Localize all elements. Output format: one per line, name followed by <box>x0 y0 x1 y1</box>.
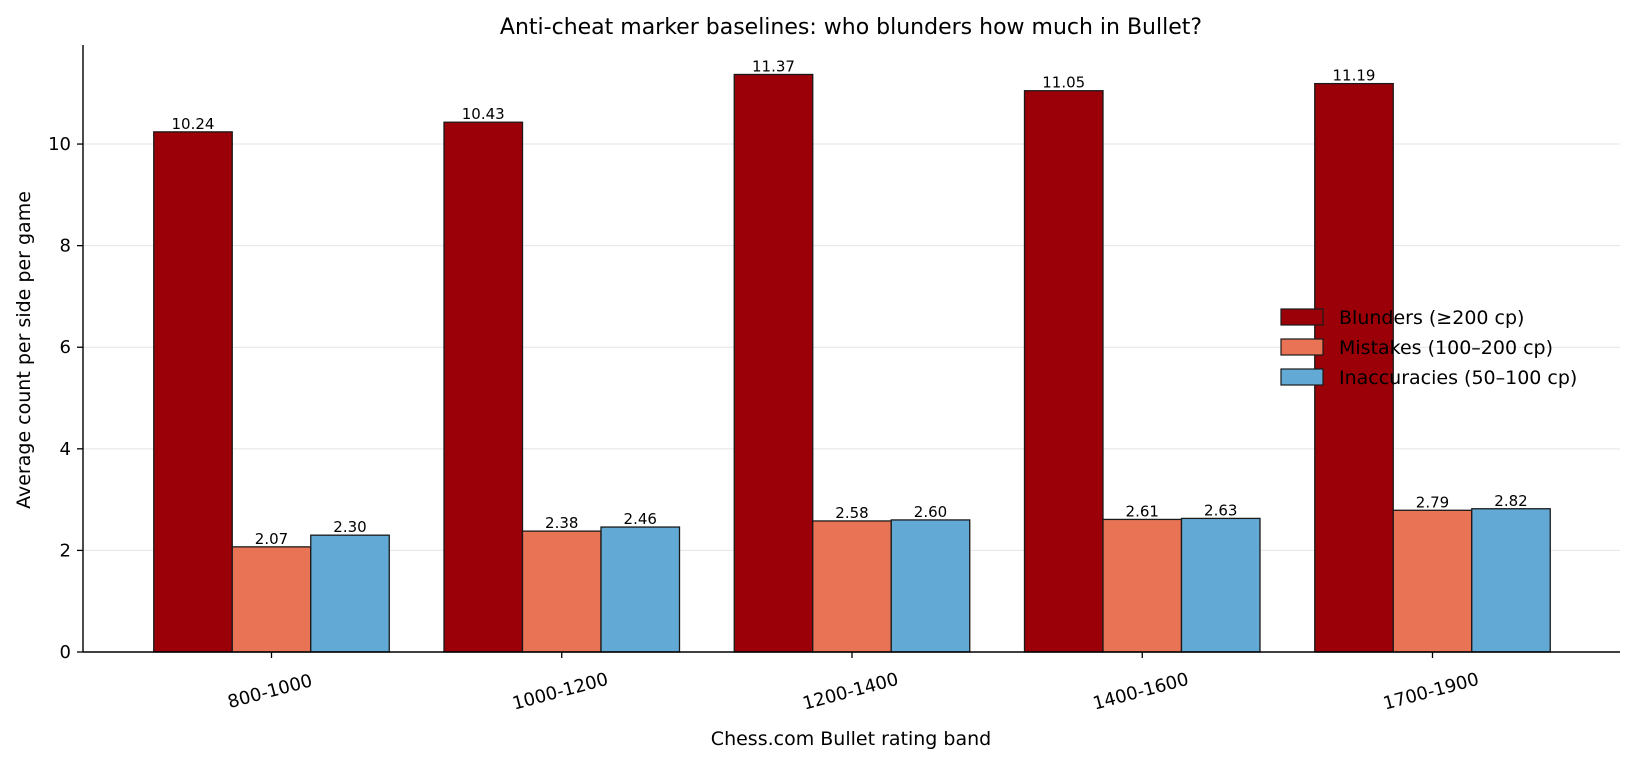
x-tick-label: 1400-1600 <box>1091 669 1191 715</box>
bars <box>153 73 1551 653</box>
data-label: 2.58 <box>835 504 868 522</box>
data-label: 2.60 <box>914 503 947 521</box>
bar-mistakes-1000-1200 <box>521 530 602 653</box>
bar-blunders-1000-1200 <box>443 121 524 653</box>
x-tick-label: 1000-1200 <box>510 669 610 715</box>
legend-label: Mistakes (100–200 cp) <box>1339 337 1553 359</box>
bar-mistakes-800-1000 <box>231 546 312 653</box>
legend-swatch <box>1280 308 1324 326</box>
data-label: 11.19 <box>1333 67 1376 85</box>
legend-label: Blunders (≥200 cp) <box>1339 307 1524 329</box>
bar-blunders-1400-1600 <box>1023 90 1104 653</box>
bar-blunders-1700-1900 <box>1314 82 1394 653</box>
bar-mistakes-1700-1900 <box>1392 509 1473 653</box>
y-tick-label: 4 <box>60 439 71 460</box>
data-label: 2.07 <box>255 530 288 548</box>
bar-inaccuracies-1700-1900 <box>1471 508 1551 653</box>
data-label: 2.63 <box>1204 501 1237 519</box>
x-tick-label: 1200-1400 <box>800 669 900 715</box>
bar-blunders-800-1000 <box>153 131 233 653</box>
data-label: 2.79 <box>1416 493 1449 511</box>
legend-swatch <box>1280 368 1324 386</box>
x-axis-label: Chess.com Bullet rating band <box>711 728 991 750</box>
data-label: 2.61 <box>1126 502 1159 520</box>
y-axis-label: Average count per side per game <box>13 191 35 509</box>
bar-inaccuracies-800-1000 <box>310 534 390 653</box>
data-label: 10.24 <box>172 115 215 133</box>
data-label: 2.38 <box>545 514 578 532</box>
chart-title: Anti-cheat marker baselines: who blunder… <box>500 15 1202 40</box>
y-tick-label: 0 <box>60 642 71 663</box>
data-labels: 10.24 2.07 2.30 10.43 2.38 2.46 11.37 2.58 2.60 1… <box>172 57 1528 547</box>
data-label: 2.46 <box>624 510 657 528</box>
x-tick-label: 1700-1900 <box>1381 669 1481 715</box>
bar-mistakes-1400-1600 <box>1102 518 1183 653</box>
legend: Blunders (≥200 cp) Mistakes (100–200 cp) I… <box>1280 307 1577 389</box>
y-tick-label: 2 <box>60 540 71 561</box>
data-label: 10.43 <box>462 105 505 123</box>
bar-inaccuracies-1200-1400 <box>890 519 971 653</box>
y-tick-label: 8 <box>60 236 71 257</box>
x-ticks: 800-1000 1000-1200 1200-1400 1400-1600 1700-… <box>225 652 1481 715</box>
data-label: 11.37 <box>752 57 795 75</box>
data-label: 2.30 <box>333 518 366 536</box>
bar-inaccuracies-1400-1600 <box>1180 517 1261 653</box>
bar-inaccuracies-1000-1200 <box>600 526 681 653</box>
data-label: 11.05 <box>1042 74 1085 92</box>
x-tick-label: 800-1000 <box>225 670 314 713</box>
y-ticks: 0 2 4 6 8 10 <box>48 134 83 663</box>
legend-label: Inaccuracies (50–100 cp) <box>1339 367 1577 389</box>
bar-blunders-1200-1400 <box>733 73 814 653</box>
y-tick-label: 10 <box>48 134 71 155</box>
y-tick-label: 6 <box>60 337 71 358</box>
legend-swatch <box>1280 338 1324 356</box>
data-label: 2.82 <box>1494 492 1527 510</box>
bar-mistakes-1200-1400 <box>812 520 892 653</box>
